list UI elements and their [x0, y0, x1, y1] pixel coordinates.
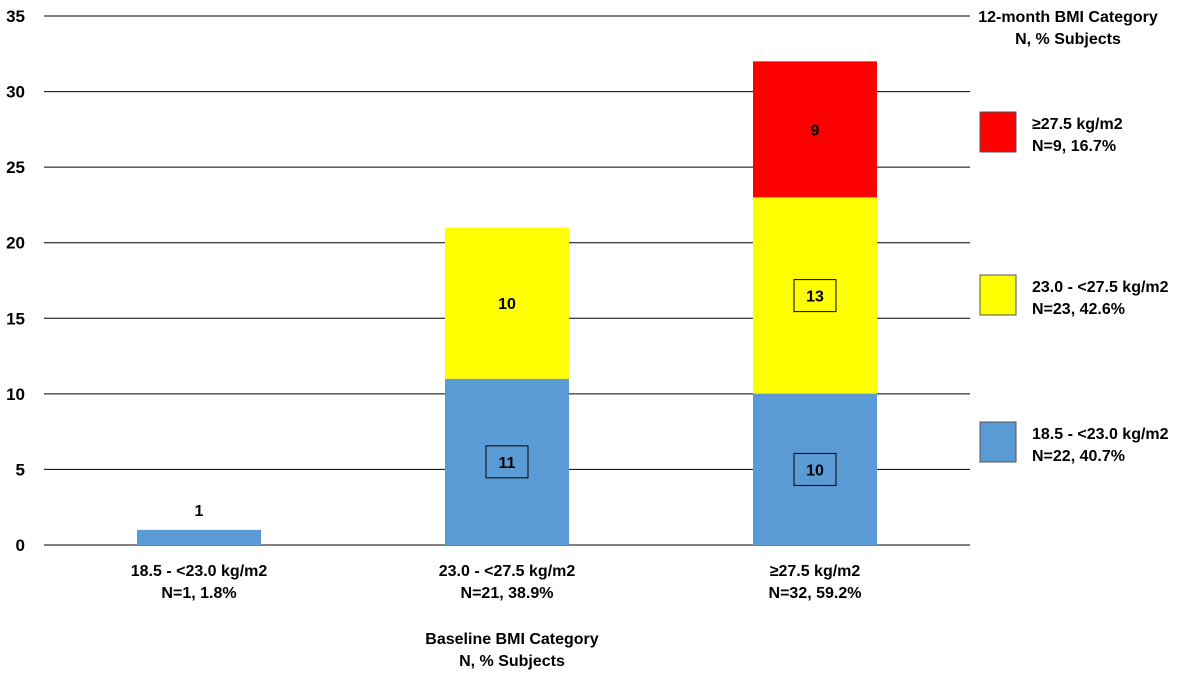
legend-label: 18.5 - <23.0 kg/m2: [1032, 426, 1169, 443]
legend-swatch: [979, 111, 1017, 153]
bar-segment: [445, 378, 569, 545]
legend-title-line2: N, % Subjects: [1015, 31, 1121, 48]
legend-swatch: [979, 421, 1017, 463]
x-tick-sublabel: N=21, 38.9%: [461, 585, 554, 602]
bars: [137, 61, 877, 545]
legend-title-line1: 12-month BMI Category: [978, 9, 1158, 26]
bar-value-label: 1: [195, 503, 204, 520]
bar-value-label: 10: [498, 296, 516, 313]
bar-value-label: 11: [499, 455, 516, 472]
y-axis-ticks: 0 5 10 15 20 25 30 35: [6, 7, 25, 555]
bar-segment: [445, 227, 569, 379]
x-axis-title-line2: N, % Subjects: [459, 653, 565, 670]
bar-value-label: 9: [811, 122, 820, 139]
bar-segment: [137, 529, 261, 545]
bar-value-label: 13: [806, 289, 824, 306]
x-tick-label: 18.5 - <23.0 kg/m2: [131, 563, 268, 580]
y-tick-label: 0: [16, 536, 25, 555]
y-tick-label: 15: [6, 309, 25, 328]
y-tick-label: 35: [6, 7, 25, 26]
x-tick-label: ≥27.5 kg/m2: [770, 563, 861, 580]
legend-label: ≥27.5 kg/m2: [1032, 116, 1123, 133]
bar-segment: [753, 61, 877, 198]
x-tick-sublabel: N=1, 1.8%: [161, 585, 236, 602]
y-tick-label: 25: [6, 158, 25, 177]
legend-swatch: [979, 274, 1017, 316]
x-axis-tick-labels: 18.5 - <23.0 kg/m2 N=1, 1.8% 23.0 - <27.5 …: [131, 563, 862, 602]
bar-segment: [753, 393, 877, 545]
y-tick-label: 20: [6, 234, 25, 253]
legend-detail: N=22, 40.7%: [1032, 448, 1125, 465]
y-tick-label: 30: [6, 83, 25, 102]
x-axis-title-line1: Baseline BMI Category: [425, 631, 598, 648]
legend-detail: N=9, 16.7%: [1032, 138, 1116, 155]
legend-detail: N=23, 42.6%: [1032, 301, 1125, 318]
y-tick-label: 5: [16, 460, 25, 479]
x-tick-label: 23.0 - <27.5 kg/m2: [439, 563, 576, 580]
bar-segment: [753, 197, 877, 394]
bar-label-box: [793, 279, 837, 313]
x-tick-sublabel: N=32, 59.2%: [769, 585, 862, 602]
bar-label-box: [793, 452, 837, 486]
legend-label: 23.0 - <27.5 kg/m2: [1032, 279, 1169, 296]
bar-value-label: 10: [806, 462, 824, 479]
bar-label-box: [485, 445, 529, 479]
y-tick-label: 10: [6, 385, 25, 404]
legend: ≥27.5 kg/m2 N=9, 16.7% 23.0 - <27.5 kg/m2 N…: [979, 111, 1169, 465]
